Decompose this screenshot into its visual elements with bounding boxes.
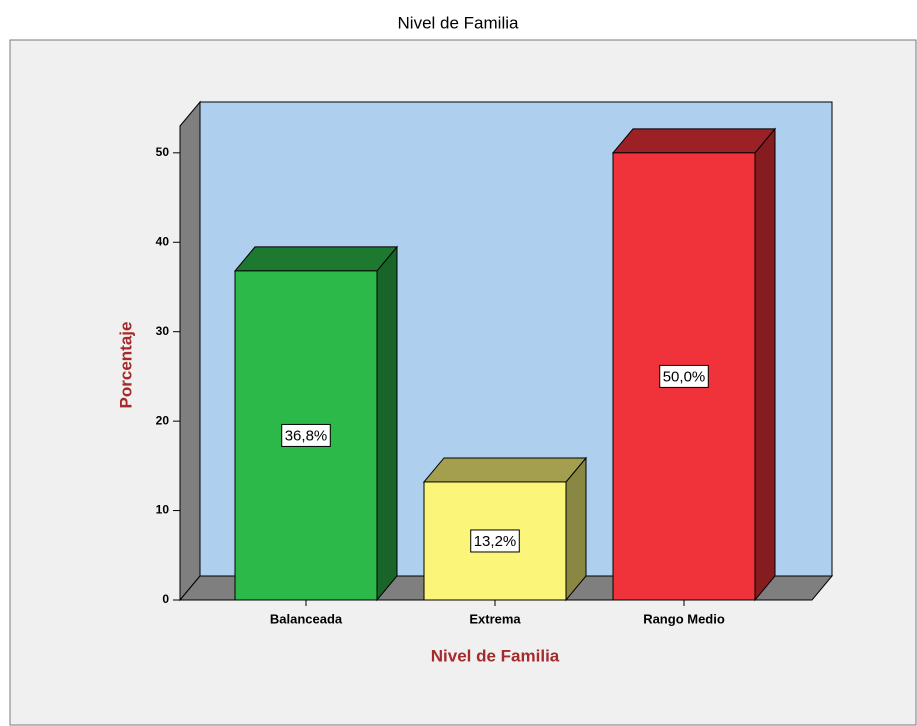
y-tick-label: 30 — [156, 324, 170, 338]
y-tick-label: 10 — [156, 503, 170, 517]
value-label-box — [470, 529, 520, 553]
value-label-box — [281, 423, 331, 447]
y-tick-label: 50 — [156, 145, 170, 159]
bar-top — [233, 246, 399, 272]
y-tick-label: 0 — [162, 592, 169, 606]
chart-title: Nivel de Familia — [398, 13, 519, 32]
value-label: 36,8% — [285, 427, 328, 444]
bar-side — [754, 127, 776, 602]
y-axis-title: Porcentaje — [116, 322, 135, 409]
left-wall — [179, 100, 201, 602]
bar-top — [611, 128, 777, 154]
y-tick-label: 20 — [156, 413, 170, 427]
x-tick-label: Extrema — [469, 611, 521, 626]
x-axis-title: Nivel de Familia — [431, 646, 560, 665]
bar-side — [565, 456, 587, 602]
bar-top — [422, 457, 588, 483]
y-tick-label: 40 — [156, 234, 170, 248]
value-label: 13,2% — [474, 533, 517, 550]
x-tick-label: Rango Medio — [643, 611, 725, 626]
x-tick-label: Balanceada — [270, 611, 343, 626]
value-label-box — [659, 364, 709, 388]
bar-side — [376, 245, 398, 602]
value-label: 50,0% — [663, 368, 706, 385]
